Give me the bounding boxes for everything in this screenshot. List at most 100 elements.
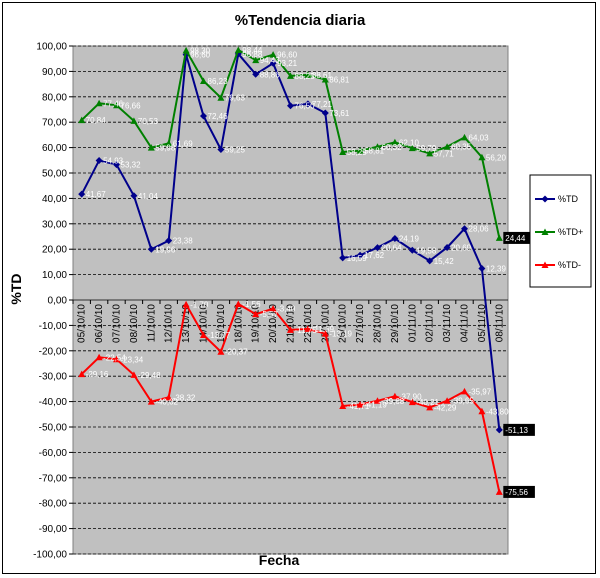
data-point [408,246,416,254]
data-label: 20,69 [451,243,472,252]
x-tick-label: 07/10/10 [112,304,123,343]
data-point [426,403,434,411]
data-label: 20,64 [382,244,403,253]
y-tick-label: -60,00 [39,448,68,459]
x-tick-label: 18/10/10 [233,304,244,343]
data-label: 60,32 [382,143,403,152]
data-label: -13,19 [329,330,352,339]
x-tick-label: 19/10/10 [251,304,262,343]
data-label: 86,81 [329,76,350,85]
data-point [130,117,138,124]
data-point [130,192,138,200]
data-point [182,46,190,54]
data-point [269,305,277,312]
x-tick-label: 12/10/10 [164,304,175,343]
data-label: -29,16 [86,370,109,379]
data-label: 58,29 [347,148,368,157]
data-label: -39,65 [451,397,474,406]
data-label: -5,57 [260,310,279,319]
y-tick-label: 40,00 [42,194,67,205]
data-point [182,300,190,308]
y-tick-label: -80,00 [39,499,68,510]
data-label: 70,84 [86,116,107,125]
x-tick-label: 11/10/10 [146,304,157,343]
data-point [113,355,120,363]
data-label: 77,21 [312,100,333,109]
y-tick-label: 0,00 [48,296,68,307]
data-point [78,370,86,378]
data-point [78,116,86,124]
data-label: 54,93 [103,156,124,165]
data-point [374,244,381,252]
y-tick-label: -40,00 [39,397,68,408]
data-label: 16,59 [347,254,368,263]
data-point [95,156,103,164]
x-tick-label: 13/10/10 [181,304,192,343]
data-point [478,153,486,161]
data-label: 41,67 [86,190,107,199]
data-label: -11,75 [295,326,318,335]
data-point [165,237,173,245]
data-point [461,133,468,141]
data-point [200,331,207,338]
data-point [391,138,399,146]
data-label: 70,53 [138,117,159,126]
data-point [495,426,503,434]
y-tick-label: -30,00 [39,372,68,383]
data-label: 17,62 [364,251,385,260]
x-tick-label: 25/10/10 [320,304,331,343]
legend-label: %TD [558,194,579,204]
data-point [356,401,364,408]
data-point [287,326,294,333]
data-label: -11,39 [312,325,335,334]
data-label: 77,46 [103,99,124,108]
line-chart: %Tendencia diaria Fecha %TD 100,00 90,00 8… [8,12,592,568]
data-label: 88,86 [260,70,281,79]
data-point [95,99,103,107]
series-lines [78,46,503,495]
data-label: 93,21 [277,59,298,68]
data-label: 96,60 [190,51,211,60]
data-label: 98,44 [242,46,263,55]
data-point [269,51,277,58]
x-axis-title: Fecha [259,552,300,568]
data-label: 24,44 [505,234,526,243]
x-tick-label: 06/10/10 [94,304,105,343]
chart-frame: %Tendencia diaria Fecha %TD 100,00 90,00 8… [2,2,596,574]
data-label: 72,46 [208,112,229,121]
data-label: 12,39 [486,265,507,274]
data-label: -51,13 [505,426,528,435]
data-label: -20,37 [225,348,248,357]
x-tick-label: 08/11/10 [494,304,505,343]
data-label: 19,58 [416,246,437,255]
data-point [113,101,120,109]
y-axis-tick-labels: 100,00 90,00 80,00 70,00 60,00 50,00 40,00 30,0… [33,42,67,561]
data-label: 76,50 [295,102,316,111]
data-point [374,397,381,404]
data-label: 94,43 [260,56,281,65]
data-point [321,76,329,83]
data-label: 96,88 [242,50,263,59]
data-point [147,398,155,405]
data-label: 56,20 [486,153,507,162]
data-point [391,392,399,400]
data-point [304,71,312,78]
data-label: -39,68 [382,397,405,406]
x-tick-label: 14/10/10 [199,304,210,343]
x-axis-tick-labels: 05/10/10 06/10/10 07/10/10 08/10/10 11/10/10… [77,304,506,343]
data-label: -40,21 [416,398,439,407]
y-tick-label: -10,00 [39,321,68,332]
data-point [408,144,416,152]
data-label: 64,03 [469,133,490,142]
x-tick-label: 04/11/10 [460,304,471,343]
data-point [461,225,468,233]
data-label: 59,79 [416,144,437,153]
data-point [252,70,260,78]
data-point [200,112,207,120]
data-point [426,257,434,265]
x-tick-label: 05/11/10 [477,304,488,343]
data-label: 60,35 [451,143,472,152]
data-point [113,161,120,169]
data-label: -37,90 [399,392,422,401]
